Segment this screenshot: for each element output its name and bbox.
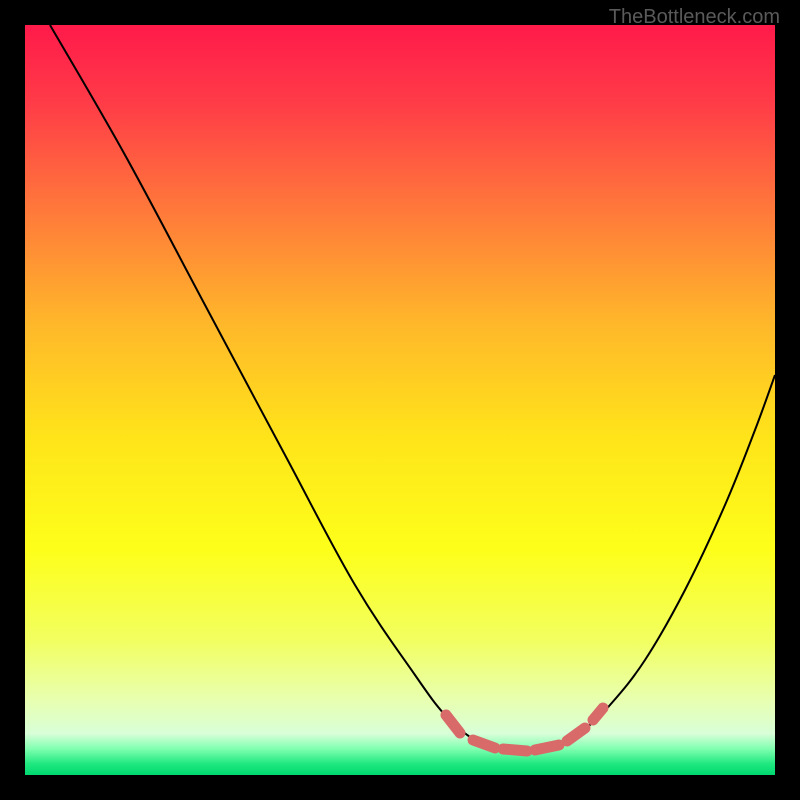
chart-container: TheBottleneck.com bbox=[0, 0, 800, 800]
plot-area bbox=[25, 25, 775, 775]
watermark-text: TheBottleneck.com bbox=[609, 6, 780, 29]
bottom-dash-overlay bbox=[25, 25, 775, 775]
